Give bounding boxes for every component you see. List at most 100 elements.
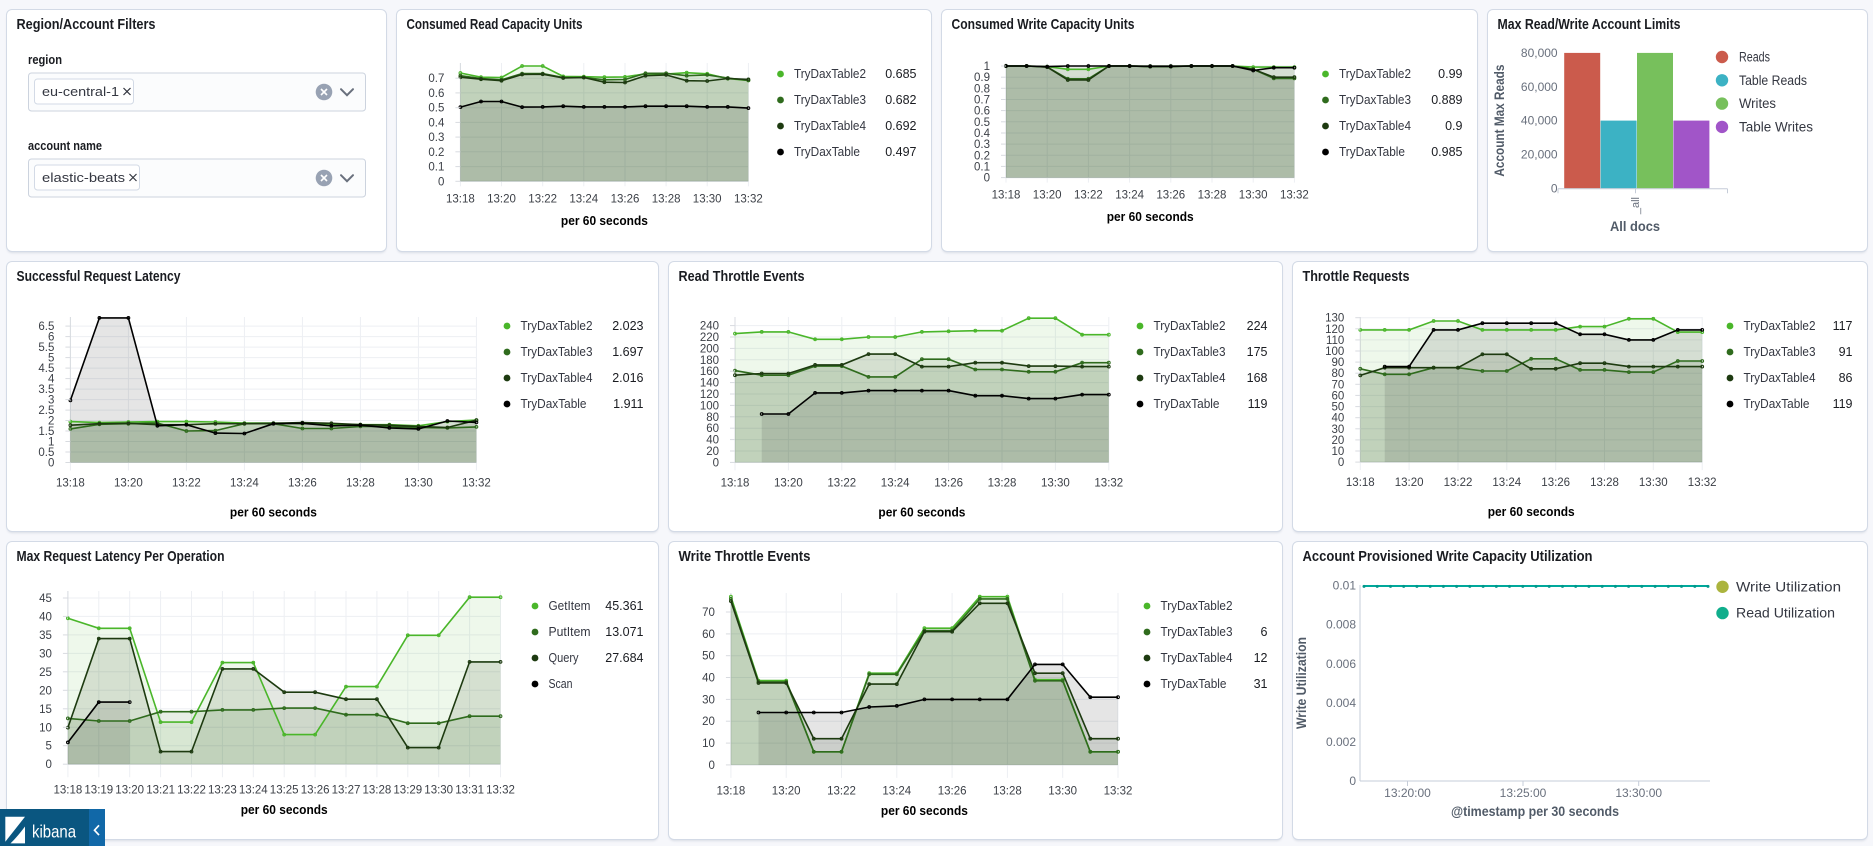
- svg-text:0.01: 0.01: [1333, 579, 1357, 593]
- svg-text:13:25: 13:25: [270, 785, 299, 797]
- svg-text:13:26: 13:26: [938, 785, 967, 797]
- svg-text:5: 5: [45, 741, 51, 753]
- svg-text:0.3: 0.3: [428, 132, 444, 144]
- svg-text:31: 31: [1254, 677, 1268, 691]
- svg-text:TryDaxTable: TryDaxTable: [794, 145, 860, 159]
- svg-text:45: 45: [39, 593, 52, 605]
- svg-text:Table Writes: Table Writes: [1739, 119, 1813, 134]
- svg-text:110: 110: [1326, 335, 1344, 347]
- svg-text:0: 0: [984, 173, 990, 185]
- svg-text:86: 86: [1839, 371, 1853, 385]
- svg-text:0.006: 0.006: [1326, 657, 1356, 671]
- svg-text:0.9: 0.9: [1445, 119, 1462, 133]
- svg-text:13:26: 13:26: [934, 477, 963, 489]
- svg-text:140: 140: [700, 378, 719, 390]
- svg-text:13:24: 13:24: [230, 478, 259, 490]
- svg-text:0.2: 0.2: [428, 147, 444, 159]
- svg-text:20: 20: [39, 685, 52, 697]
- svg-text:per 60 seconds: per 60 seconds: [878, 504, 965, 519]
- svg-text:6: 6: [1261, 625, 1268, 639]
- svg-text:2.016: 2.016: [612, 371, 643, 385]
- svg-text:account name: account name: [28, 139, 102, 153]
- svg-text:10: 10: [702, 738, 715, 750]
- svg-text:GetItem: GetItem: [549, 599, 591, 613]
- svg-text:0.682: 0.682: [885, 93, 916, 107]
- svg-text:13:20:00: 13:20:00: [1384, 786, 1431, 800]
- svg-text:0: 0: [713, 457, 719, 469]
- svg-text:PutItem: PutItem: [549, 625, 591, 639]
- svg-text:0.685: 0.685: [885, 67, 916, 81]
- svg-text:Reads: Reads: [1739, 50, 1770, 65]
- svg-text:20,000: 20,000: [1521, 148, 1558, 162]
- svg-text:0.004: 0.004: [1326, 696, 1356, 710]
- svg-text:13:32: 13:32: [1280, 190, 1309, 202]
- svg-text:3: 3: [48, 395, 54, 407]
- svg-text:13:20: 13:20: [774, 477, 803, 489]
- svg-text:224: 224: [1247, 319, 1268, 333]
- svg-text:Region/Account Filters: Region/Account Filters: [17, 16, 156, 33]
- svg-text:13:30: 13:30: [404, 478, 433, 490]
- svg-text:40: 40: [1332, 413, 1345, 425]
- svg-text:per 60 seconds: per 60 seconds: [1107, 209, 1194, 224]
- svg-text:0: 0: [438, 176, 444, 188]
- svg-text:1: 1: [48, 437, 54, 449]
- svg-text:13:28: 13:28: [346, 478, 375, 490]
- svg-text:13:31: 13:31: [455, 785, 484, 797]
- svg-text:0.2: 0.2: [974, 150, 990, 162]
- svg-text:0.985: 0.985: [1431, 145, 1462, 159]
- svg-text:per 60 seconds: per 60 seconds: [1488, 504, 1575, 519]
- svg-text:25: 25: [39, 667, 52, 679]
- svg-text:13:24: 13:24: [1115, 190, 1144, 202]
- svg-text:13:24: 13:24: [1492, 477, 1521, 489]
- svg-text:13:21: 13:21: [146, 785, 175, 797]
- svg-text:TryDaxTable2: TryDaxTable2: [1161, 599, 1233, 613]
- svg-text:TryDaxTable3: TryDaxTable3: [794, 93, 866, 107]
- svg-text:30: 30: [1332, 424, 1345, 436]
- svg-text:90: 90: [1332, 357, 1345, 369]
- svg-text:10: 10: [39, 722, 52, 734]
- svg-text:TryDaxTable: TryDaxTable: [1339, 145, 1405, 159]
- svg-text:Max Read/Write Account Limits: Max Read/Write Account Limits: [1498, 16, 1681, 33]
- svg-text:0.008: 0.008: [1326, 618, 1356, 632]
- svg-text:Write Utilization: Write Utilization: [1736, 579, 1841, 594]
- svg-text:region: region: [28, 53, 62, 67]
- svg-text:13.071: 13.071: [605, 625, 643, 639]
- svg-text:TryDaxTable4: TryDaxTable4: [521, 371, 593, 385]
- svg-text:0.4: 0.4: [428, 117, 445, 129]
- svg-text:40: 40: [702, 673, 715, 685]
- svg-text:13:32: 13:32: [734, 193, 763, 205]
- svg-text:0.1: 0.1: [974, 161, 990, 173]
- svg-text:Successful Request Latency: Successful Request Latency: [17, 268, 182, 285]
- svg-text:0: 0: [1551, 181, 1558, 195]
- svg-text:100: 100: [700, 400, 719, 412]
- svg-text:Consumed Write Capacity Units: Consumed Write Capacity Units: [952, 16, 1135, 33]
- svg-text:13:29: 13:29: [393, 785, 422, 797]
- svg-text:13:26: 13:26: [301, 785, 330, 797]
- svg-text:10: 10: [1332, 446, 1345, 458]
- svg-text:13:27: 13:27: [332, 785, 361, 797]
- svg-text:Max Request Latency Per Operat: Max Request Latency Per Operation: [17, 548, 225, 565]
- svg-text:13:26: 13:26: [611, 193, 640, 205]
- svg-text:0.6: 0.6: [974, 106, 990, 118]
- svg-text:TryDaxTable: TryDaxTable: [521, 397, 587, 411]
- svg-text:13:30: 13:30: [1041, 477, 1070, 489]
- svg-text:13:26: 13:26: [1156, 190, 1185, 202]
- svg-text:117: 117: [1833, 319, 1853, 333]
- svg-text:TryDaxTable4: TryDaxTable4: [1744, 371, 1816, 385]
- svg-text:13:18: 13:18: [54, 785, 83, 797]
- svg-text:13:18: 13:18: [1346, 477, 1375, 489]
- svg-text:Scan: Scan: [549, 677, 573, 691]
- svg-text:80: 80: [1332, 368, 1345, 380]
- svg-text:Read Throttle Events: Read Throttle Events: [679, 268, 805, 285]
- svg-text:0: 0: [1338, 457, 1344, 469]
- svg-text:0.9: 0.9: [974, 72, 990, 84]
- svg-text:13:26: 13:26: [1541, 477, 1570, 489]
- svg-text:@timestamp per 30 seconds: @timestamp per 30 seconds: [1451, 803, 1619, 819]
- svg-text:0.692: 0.692: [885, 119, 916, 133]
- svg-text:0: 0: [1349, 774, 1356, 788]
- svg-text:_all: _all: [1630, 197, 1642, 215]
- svg-text:per 60 seconds: per 60 seconds: [241, 802, 328, 817]
- svg-text:13:24: 13:24: [882, 785, 911, 797]
- svg-text:13:32: 13:32: [1104, 785, 1133, 797]
- svg-text:TryDaxTable2: TryDaxTable2: [1744, 319, 1816, 333]
